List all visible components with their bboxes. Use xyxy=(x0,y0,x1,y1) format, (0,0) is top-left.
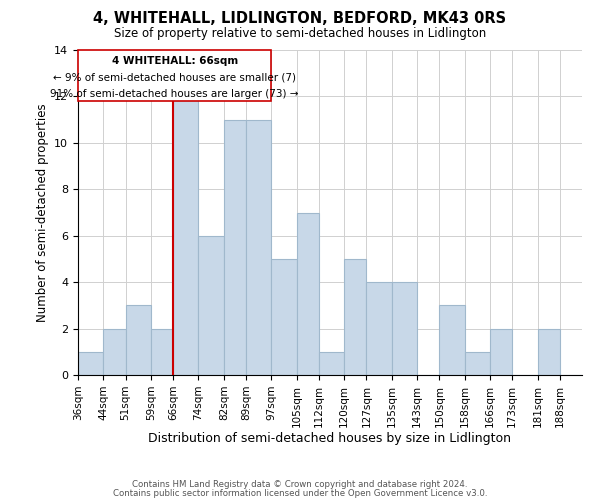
Bar xyxy=(151,328,173,375)
Y-axis label: Number of semi-detached properties: Number of semi-detached properties xyxy=(35,103,49,322)
Bar xyxy=(538,328,560,375)
Text: ← 9% of semi-detached houses are smaller (7): ← 9% of semi-detached houses are smaller… xyxy=(53,72,296,83)
Text: 4 WHITEHALL: 66sqm: 4 WHITEHALL: 66sqm xyxy=(112,56,238,66)
Bar xyxy=(125,306,151,375)
X-axis label: Distribution of semi-detached houses by size in Lidlington: Distribution of semi-detached houses by … xyxy=(149,432,511,446)
Bar xyxy=(78,352,103,375)
Bar xyxy=(103,328,125,375)
Bar xyxy=(319,352,344,375)
Text: 4, WHITEHALL, LIDLINGTON, BEDFORD, MK43 0RS: 4, WHITEHALL, LIDLINGTON, BEDFORD, MK43 … xyxy=(94,11,506,26)
Bar xyxy=(439,306,465,375)
Text: Contains HM Land Registry data © Crown copyright and database right 2024.: Contains HM Land Registry data © Crown c… xyxy=(132,480,468,489)
Text: 91% of semi-detached houses are larger (73) →: 91% of semi-detached houses are larger (… xyxy=(50,89,299,99)
Bar xyxy=(199,236,224,375)
Text: Size of property relative to semi-detached houses in Lidlington: Size of property relative to semi-detach… xyxy=(114,28,486,40)
FancyBboxPatch shape xyxy=(78,50,271,101)
Bar xyxy=(246,120,271,375)
Bar xyxy=(392,282,417,375)
Bar xyxy=(367,282,392,375)
Bar xyxy=(224,120,246,375)
Bar xyxy=(490,328,512,375)
Bar xyxy=(271,259,297,375)
Bar xyxy=(465,352,490,375)
Bar xyxy=(297,212,319,375)
Bar xyxy=(173,96,199,375)
Bar xyxy=(344,259,367,375)
Text: Contains public sector information licensed under the Open Government Licence v3: Contains public sector information licen… xyxy=(113,488,487,498)
